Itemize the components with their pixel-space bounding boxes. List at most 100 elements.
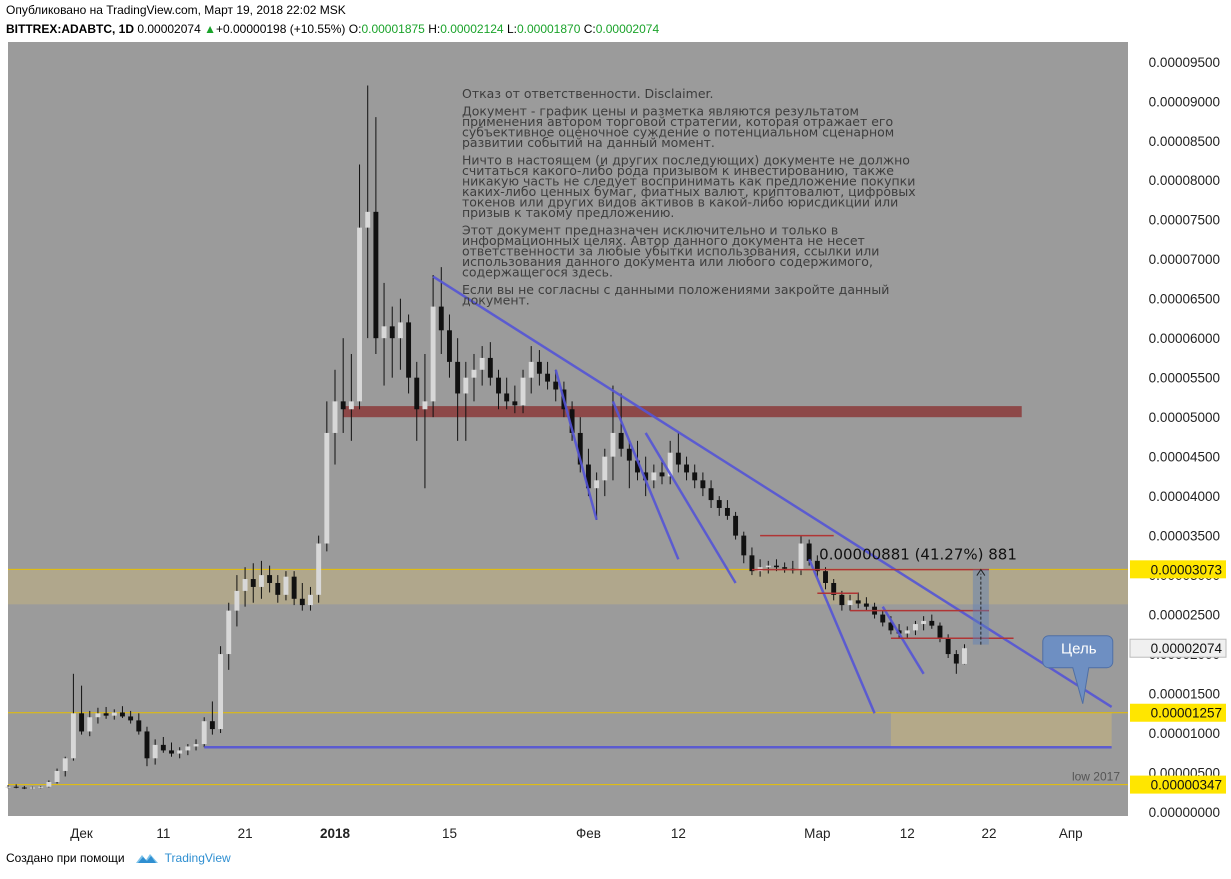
disclaimer-text: Ничто в настоящем (и других последующих)… <box>462 153 910 168</box>
y-tick-label: 0.00001500 <box>1149 687 1220 702</box>
candle <box>479 346 485 386</box>
candle <box>912 620 918 636</box>
candle-body <box>520 377 526 406</box>
candle <box>626 440 632 489</box>
candle-body <box>447 330 452 362</box>
candle-body <box>193 744 199 747</box>
candle <box>553 369 559 402</box>
candle <box>54 768 60 784</box>
candle-body <box>332 401 338 433</box>
candle-body <box>626 448 632 461</box>
candle-body <box>111 712 117 716</box>
candle-body <box>782 567 788 569</box>
candle <box>30 786 35 790</box>
candle-body <box>888 622 894 631</box>
target-callout <box>1042 635 1114 704</box>
candle-body <box>528 361 534 378</box>
candle <box>316 535 322 603</box>
candle-body <box>618 432 624 449</box>
plot-background <box>8 42 1128 816</box>
candle-body <box>185 746 191 751</box>
candle <box>144 726 150 767</box>
candle <box>463 361 469 441</box>
x-tick-label: 12 <box>671 826 686 841</box>
candle <box>267 565 273 593</box>
candle <box>741 531 747 564</box>
candle <box>814 555 820 577</box>
candle <box>283 571 289 601</box>
candle <box>185 744 191 756</box>
candle <box>275 575 281 603</box>
candle-body <box>921 620 927 625</box>
candle <box>95 707 101 724</box>
candle-body <box>929 620 935 626</box>
candle-body <box>234 590 240 611</box>
candle <box>250 563 256 603</box>
disclaimer-text: каких-либо ценных бумаг, фиатных валют, … <box>462 184 916 199</box>
candle <box>169 742 174 757</box>
candle-body <box>136 720 142 732</box>
candle <box>921 616 927 631</box>
candle <box>242 567 248 607</box>
candle-body <box>512 401 518 406</box>
candle <box>765 560 771 574</box>
measure-arrow-head <box>976 568 986 576</box>
candle-body <box>242 579 248 591</box>
close-label: C: <box>583 22 596 36</box>
candle-body <box>455 361 461 394</box>
candle <box>299 582 305 611</box>
candle <box>831 579 837 601</box>
candle-body <box>348 401 354 410</box>
y-tick-label: 0.00005000 <box>1149 410 1220 425</box>
candle-body <box>504 393 510 402</box>
price-tag-label: 0.00003073 <box>1151 562 1222 577</box>
candle-body <box>275 582 281 595</box>
candle-body <box>749 555 755 572</box>
candle-body <box>806 543 812 561</box>
candle <box>209 701 215 735</box>
candle-body <box>602 456 608 481</box>
y-tick-label: 0.00004500 <box>1149 450 1220 465</box>
published-line: Опубликовано на TradingView.com, Март 19… <box>6 3 346 17</box>
candle-body <box>708 488 714 501</box>
disclaimer-text: ответственности за любые убытки использо… <box>462 244 879 259</box>
candle <box>643 456 649 497</box>
candle <box>782 562 788 573</box>
disclaimer-text: Отказ от ответственности. Disclaimer. <box>462 86 713 101</box>
y-tick-label: 0.00006000 <box>1149 331 1220 346</box>
y-tick-label: 0.00006500 <box>1149 292 1220 307</box>
candle <box>103 706 109 719</box>
candle-body <box>765 565 771 568</box>
candle-body <box>308 594 313 606</box>
candle-body <box>258 575 264 587</box>
candle <box>373 117 379 354</box>
y-tick-label: 0.00001000 <box>1149 726 1220 741</box>
candle <box>389 306 395 378</box>
low-label: L: <box>506 22 517 36</box>
low-value: 0.00001870 <box>516 22 581 36</box>
candle-body <box>30 787 35 789</box>
change-value: +0.00000198 (+10.55%) <box>215 22 346 36</box>
candle <box>21 785 27 790</box>
candle-body <box>397 322 403 339</box>
candle <box>5 785 11 789</box>
candle-body <box>536 361 542 374</box>
tradingview-brand[interactable]: TradingView <box>164 851 231 865</box>
candle-body <box>496 377 501 394</box>
candle <box>823 567 828 590</box>
candle <box>447 314 452 378</box>
candle <box>904 626 910 639</box>
candle-body <box>962 648 967 664</box>
candle-body <box>945 638 951 655</box>
candle <box>962 644 967 665</box>
resistance-band <box>343 406 1022 418</box>
candle <box>675 432 681 473</box>
up-arrow-icon: ▲ <box>204 22 216 36</box>
symbol-label[interactable]: BITTREX:ADABTC, 1D <box>6 22 134 36</box>
disclaimer-text: информационных целях. Автор данного доку… <box>462 233 865 248</box>
candle-body <box>667 452 673 477</box>
candle-body <box>577 432 583 465</box>
candle <box>855 592 861 609</box>
y-tick-label: 0.00000000 <box>1149 805 1220 820</box>
